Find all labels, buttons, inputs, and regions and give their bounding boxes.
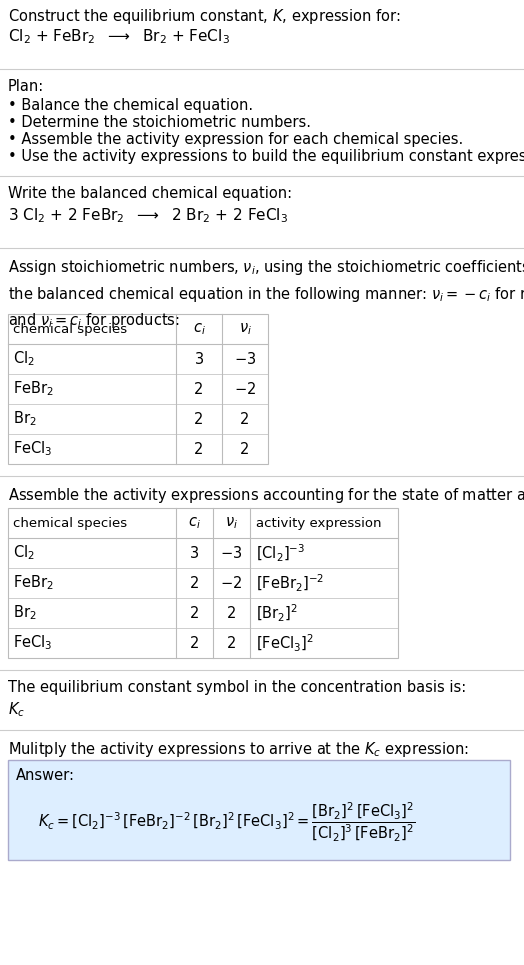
Text: $c_i$: $c_i$ [193,321,205,337]
Text: 2: 2 [241,411,250,427]
Text: $c_i$: $c_i$ [188,515,201,531]
Text: 2: 2 [194,411,204,427]
Text: Plan:: Plan: [8,79,44,94]
Text: $\nu_i$: $\nu_i$ [225,515,238,531]
Text: $\mathrm{FeBr_2}$: $\mathrm{FeBr_2}$ [13,573,54,593]
Text: 2: 2 [194,442,204,456]
Text: $\mathrm{FeCl_3}$: $\mathrm{FeCl_3}$ [13,440,52,458]
Text: $\mathrm{Br_2}$: $\mathrm{Br_2}$ [13,410,37,428]
Text: Assign stoichiometric numbers, $\nu_i$, using the stoichiometric coefficients, $: Assign stoichiometric numbers, $\nu_i$, … [8,258,524,330]
Text: $\mathrm{Cl_2}$: $\mathrm{Cl_2}$ [13,349,35,369]
Text: $[\mathrm{Cl_2}]^{-3}$: $[\mathrm{Cl_2}]^{-3}$ [256,542,305,564]
Text: 2: 2 [190,605,199,620]
Text: 2: 2 [241,442,250,456]
Text: $[\mathrm{FeBr_2}]^{-2}$: $[\mathrm{FeBr_2}]^{-2}$ [256,572,324,593]
Text: 2: 2 [227,636,236,650]
Text: Mulitply the activity expressions to arrive at the $K_c$ expression:: Mulitply the activity expressions to arr… [8,740,469,759]
Text: Assemble the activity expressions accounting for the state of matter and $\nu_i$: Assemble the activity expressions accoun… [8,486,524,505]
Text: $\mathrm{Cl_2}$: $\mathrm{Cl_2}$ [13,543,35,563]
Text: $\nu_i$: $\nu_i$ [238,321,252,337]
Text: • Balance the chemical equation.: • Balance the chemical equation. [8,98,253,113]
Text: 2: 2 [194,381,204,397]
Text: $\mathrm{FeBr_2}$: $\mathrm{FeBr_2}$ [13,379,54,399]
Bar [8,760,510,860]
Text: 2: 2 [190,575,199,591]
Text: $K_c = [\mathrm{Cl_2}]^{-3}\,[\mathrm{FeBr_2}]^{-2}\,[\mathrm{Br_2}]^{2}\,[\math: $K_c = [\mathrm{Cl_2}]^{-3}\,[\mathrm{Fe… [38,800,416,843]
Text: • Use the activity expressions to build the equilibrium constant expression.: • Use the activity expressions to build … [8,149,524,164]
Text: $\mathrm{FeCl_3}$: $\mathrm{FeCl_3}$ [13,634,52,652]
Text: 3: 3 [194,351,203,367]
Text: $-3$: $-3$ [221,545,243,561]
Text: $K_c$: $K_c$ [8,700,25,719]
Text: chemical species: chemical species [13,516,127,530]
Text: Write the balanced chemical equation:: Write the balanced chemical equation: [8,186,292,201]
Text: • Assemble the activity expression for each chemical species.: • Assemble the activity expression for e… [8,132,463,147]
Text: $\mathrm{Cl_2}$ + $\mathrm{FeBr_2}$  $\longrightarrow$  $\mathrm{Br_2}$ + $\math: $\mathrm{Cl_2}$ + $\mathrm{FeBr_2}$ $\lo… [8,27,230,45]
Bar [8,314,268,464]
Text: Answer:: Answer: [16,768,75,783]
Text: chemical species: chemical species [13,322,127,336]
Text: $\mathrm{Br_2}$: $\mathrm{Br_2}$ [13,604,37,622]
Text: • Determine the stoichiometric numbers.: • Determine the stoichiometric numbers. [8,115,311,130]
Text: Construct the equilibrium constant, $K$, expression for:: Construct the equilibrium constant, $K$,… [8,7,401,26]
Text: 2: 2 [190,636,199,650]
Text: 2: 2 [227,605,236,620]
Text: $[\mathrm{FeCl_3}]^{2}$: $[\mathrm{FeCl_3}]^{2}$ [256,632,314,653]
Text: $-2$: $-2$ [221,575,243,591]
Text: $-2$: $-2$ [234,381,256,397]
Text: 3 $\mathrm{Cl_2}$ + 2 $\mathrm{FeBr_2}$  $\longrightarrow$  2 $\mathrm{Br_2}$ + : 3 $\mathrm{Cl_2}$ + 2 $\mathrm{FeBr_2}$ … [8,206,288,225]
Bar [8,508,398,658]
Text: activity expression: activity expression [256,516,381,530]
Text: $[\mathrm{Br_2}]^{2}$: $[\mathrm{Br_2}]^{2}$ [256,602,298,623]
Text: $-3$: $-3$ [234,351,256,367]
Text: 3: 3 [190,545,199,561]
Text: The equilibrium constant symbol in the concentration basis is:: The equilibrium constant symbol in the c… [8,680,466,695]
